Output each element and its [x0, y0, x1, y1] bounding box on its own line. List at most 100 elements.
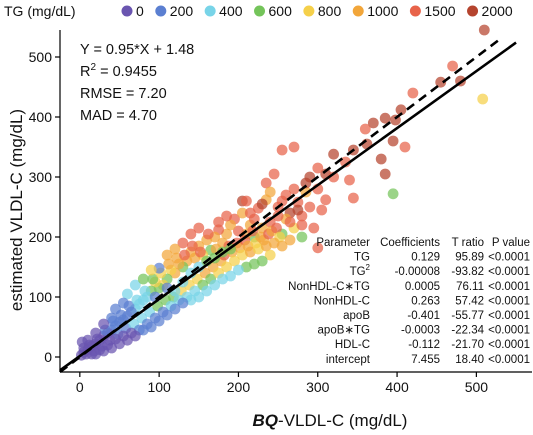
- table-cell: -93.82: [451, 266, 484, 278]
- fit-equation: Y = 0.95*X + 1.48: [80, 42, 194, 58]
- table-cell-param: NonHDL-C: [314, 295, 370, 307]
- legend-items: 0 200 400 600 800 1000 1500 2000: [121, 3, 513, 19]
- table-header: T ratio: [452, 237, 484, 249]
- data-point: [296, 231, 308, 243]
- table-cell-param: intercept: [326, 354, 371, 366]
- data-point: [320, 194, 332, 206]
- data-point: [316, 204, 328, 216]
- x-tick-label: 100: [147, 379, 171, 395]
- table-cell: 0.129: [411, 252, 440, 264]
- data-point: [98, 318, 109, 330]
- data-point: [161, 249, 173, 261]
- data-point: [90, 348, 102, 360]
- data-point: [276, 195, 288, 207]
- data-point: [169, 303, 181, 315]
- y-tick-label: 300: [29, 169, 53, 185]
- data-point: [272, 210, 284, 222]
- fit-line: [59, 41, 517, 372]
- data-point: [407, 87, 419, 99]
- x-axis-title: BQ-VLDL-C (mg/dL): [253, 411, 408, 430]
- legend: TG (mg/dL) 0 200 400 600 800 1000 1500 2000: [4, 3, 513, 19]
- data-point: [187, 240, 198, 252]
- data-point: [177, 297, 189, 309]
- data-point: [129, 330, 141, 342]
- data-point: [118, 297, 129, 309]
- legend-label-200: 200: [170, 3, 194, 19]
- x-axis-title-prefix: BQ: [253, 411, 279, 430]
- data-point: [106, 312, 117, 324]
- data-point: [221, 261, 233, 273]
- data-point: [233, 264, 244, 276]
- table-cell: -21.70: [451, 339, 484, 351]
- data-point: [110, 303, 121, 315]
- r-squared-value: = 0.9455: [96, 64, 157, 80]
- data-point: [193, 222, 205, 234]
- data-point: [292, 196, 304, 208]
- table-cell: -0.0003: [401, 325, 440, 337]
- data-point: [241, 195, 252, 207]
- y-tick-label: 100: [29, 289, 53, 305]
- data-point: [296, 219, 308, 231]
- legend-label-0: 0: [136, 3, 144, 19]
- data-point: [288, 141, 300, 153]
- data-point: [213, 216, 225, 228]
- data-point: [237, 207, 248, 219]
- table-cell: -22.34: [451, 325, 484, 337]
- legend-label-2000: 2000: [482, 3, 513, 19]
- legend-label-1000: 1000: [367, 3, 398, 19]
- coefficient-table: Parameter Coefficients T ratio P value TG 0.1…: [288, 237, 530, 366]
- data-point: [284, 234, 296, 246]
- table-cell: -0.112: [408, 339, 440, 351]
- data-point: [131, 294, 143, 306]
- data-point: [271, 222, 282, 234]
- table-cell: -55.77: [451, 310, 484, 322]
- data-point: [137, 324, 149, 336]
- data-point: [185, 228, 197, 240]
- legend-swatch-1500: [409, 5, 421, 17]
- r-squared-label: R: [80, 64, 90, 80]
- data-point: [288, 183, 300, 195]
- y-tick-label: 200: [29, 229, 53, 245]
- table-cell: 95.89: [455, 252, 484, 264]
- data-point: [367, 117, 379, 129]
- y-tick-label: 0: [44, 349, 52, 365]
- data-point: [268, 168, 280, 180]
- data-point: [395, 104, 407, 116]
- x-axis-title-rest: -VLDL-C (mg/dL): [278, 411, 407, 430]
- legend-swatch-0: [121, 5, 133, 17]
- table-header: Coefficients: [380, 237, 440, 249]
- legend-swatch-2000: [467, 5, 479, 17]
- table-cell: 7.455: [411, 354, 440, 366]
- legend-title: TG (mg/dL): [4, 3, 76, 19]
- data-point: [344, 174, 355, 186]
- x-tick-label: 0: [76, 379, 84, 395]
- data-point: [229, 255, 240, 267]
- table-cell: <0.0001: [488, 266, 530, 278]
- legend-label-800: 800: [318, 3, 342, 19]
- data-point: [312, 242, 324, 254]
- data-point: [399, 141, 411, 153]
- legend-swatch-200: [155, 5, 167, 17]
- data-point: [122, 288, 133, 300]
- legend-swatch-800: [303, 5, 315, 17]
- legend-swatch-600: [254, 5, 266, 17]
- y-tick-label: 500: [29, 49, 53, 65]
- data-point: [300, 177, 312, 189]
- data-point: [379, 168, 391, 180]
- data-point: [348, 192, 359, 204]
- data-point: [477, 93, 489, 105]
- r-squared-sup: 2: [90, 62, 96, 73]
- data-point: [312, 162, 324, 174]
- fit-annotation: Y = 0.95*X + 1.48 R2 = 0.9455 RMSE = 7.2…: [80, 42, 194, 124]
- data-point: [292, 204, 304, 216]
- table-cell-param: TG2: [350, 263, 371, 278]
- data-point: [147, 273, 159, 285]
- data-point: [387, 135, 399, 147]
- data-point: [137, 273, 149, 285]
- rmse: RMSE = 7.20: [80, 86, 167, 102]
- legend-swatch-400: [204, 5, 216, 17]
- data-point: [359, 123, 371, 135]
- r-squared: R2 = 0.9455: [80, 62, 157, 80]
